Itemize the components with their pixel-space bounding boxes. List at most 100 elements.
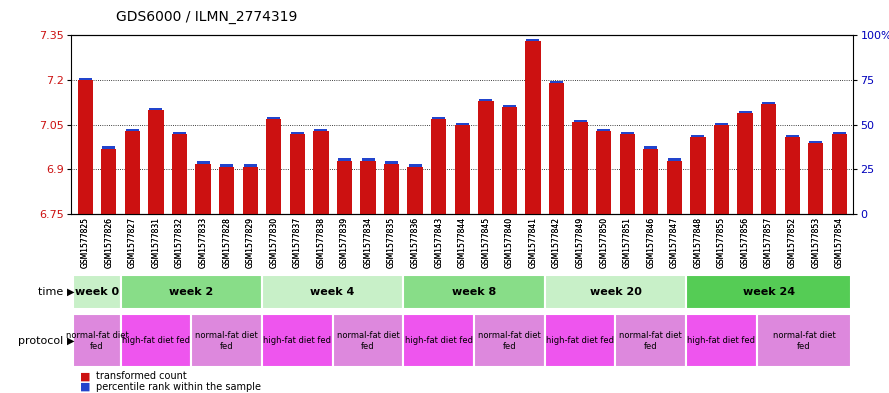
Text: transformed count: transformed count [96,371,187,382]
Text: ■: ■ [80,382,91,392]
Bar [262,314,332,367]
Bar [808,143,823,214]
Text: GSM1577827: GSM1577827 [128,217,137,268]
Text: normal-fat diet
fed: normal-fat diet fed [478,331,541,351]
Text: normal-fat diet
fed: normal-fat diet fed [66,331,128,351]
Text: protocol: protocol [18,336,67,346]
Bar [384,163,399,214]
Bar [385,162,398,163]
Text: GSM1577853: GSM1577853 [812,217,821,268]
Bar [196,162,210,163]
Bar [409,164,421,167]
Text: ■: ■ [80,371,91,382]
Bar [573,122,588,214]
Text: GSM1577831: GSM1577831 [151,217,160,268]
Bar [337,161,352,214]
Text: ▶: ▶ [67,336,74,346]
Bar [456,123,469,125]
Bar [244,164,257,167]
Text: high-fat diet fed: high-fat diet fed [404,336,473,345]
Text: GSM1577838: GSM1577838 [316,217,325,268]
Bar [478,101,493,214]
Bar [526,39,540,41]
Bar [313,131,329,214]
Bar [124,131,140,214]
Bar [290,134,305,214]
Text: GSM1577826: GSM1577826 [104,217,113,268]
Text: GSM1577841: GSM1577841 [528,217,538,268]
Text: GSM1577829: GSM1577829 [245,217,255,268]
Text: GSM1577837: GSM1577837 [292,217,302,268]
Bar [831,134,847,214]
Bar [404,275,545,309]
Bar [474,314,545,367]
Bar [266,119,282,214]
Text: high-fat diet fed: high-fat diet fed [687,336,756,345]
Bar [545,314,615,367]
Bar [549,83,565,214]
Bar [757,314,851,367]
Text: ▶: ▶ [67,287,74,297]
Bar [74,275,121,309]
Text: GDS6000 / ILMN_2774319: GDS6000 / ILMN_2774319 [116,9,297,24]
Bar [686,275,851,309]
Text: GSM1577852: GSM1577852 [788,217,797,268]
Bar [172,134,188,214]
Bar [620,134,635,214]
Bar [149,108,163,110]
Text: GSM1577843: GSM1577843 [434,217,444,268]
Text: GSM1577851: GSM1577851 [622,217,632,268]
Text: normal-fat diet
fed: normal-fat diet fed [337,331,399,351]
Text: week 0: week 0 [75,287,119,297]
Bar [615,314,686,367]
Bar [525,41,541,214]
Bar [833,132,845,134]
Bar [243,167,258,214]
Text: GSM1577835: GSM1577835 [387,217,396,268]
Text: GSM1577847: GSM1577847 [669,217,679,268]
Bar [761,104,776,214]
Text: GSM1577848: GSM1577848 [693,217,702,268]
Text: GSM1577846: GSM1577846 [646,217,655,268]
Text: GSM1577842: GSM1577842 [552,217,561,268]
Bar [191,314,262,367]
Text: high-fat diet fed: high-fat diet fed [263,336,332,345]
Text: percentile rank within the sample: percentile rank within the sample [96,382,261,392]
Bar [690,137,706,214]
Bar [545,275,686,309]
Bar [737,113,753,214]
Text: GSM1577825: GSM1577825 [81,217,90,268]
Bar [121,275,262,309]
Bar [645,147,657,149]
Bar [432,117,445,119]
Text: GSM1577834: GSM1577834 [364,217,372,268]
Text: high-fat diet fed: high-fat diet fed [546,336,614,345]
Bar [550,81,563,83]
Text: GSM1577856: GSM1577856 [741,217,749,268]
Bar [196,163,211,214]
Bar [431,119,446,214]
Bar [786,134,798,137]
Bar [762,102,775,104]
Bar [597,129,610,131]
Bar [715,123,728,125]
Bar [262,275,404,309]
Bar [503,105,516,107]
Text: week 4: week 4 [310,287,355,297]
Bar [573,119,587,122]
Text: week 2: week 2 [169,287,213,297]
Text: GSM1577840: GSM1577840 [505,217,514,268]
Bar [332,314,404,367]
Bar [315,129,327,131]
Text: normal-fat diet
fed: normal-fat diet fed [620,331,682,351]
Text: GSM1577832: GSM1577832 [175,217,184,268]
Text: GSM1577855: GSM1577855 [717,217,726,268]
Bar [784,137,800,214]
Bar [407,167,423,214]
Bar [148,110,164,214]
Text: normal-fat diet
fed: normal-fat diet fed [773,331,836,351]
Bar [362,158,374,161]
Text: GSM1577839: GSM1577839 [340,217,349,268]
Bar [102,147,116,149]
Bar [643,149,659,214]
